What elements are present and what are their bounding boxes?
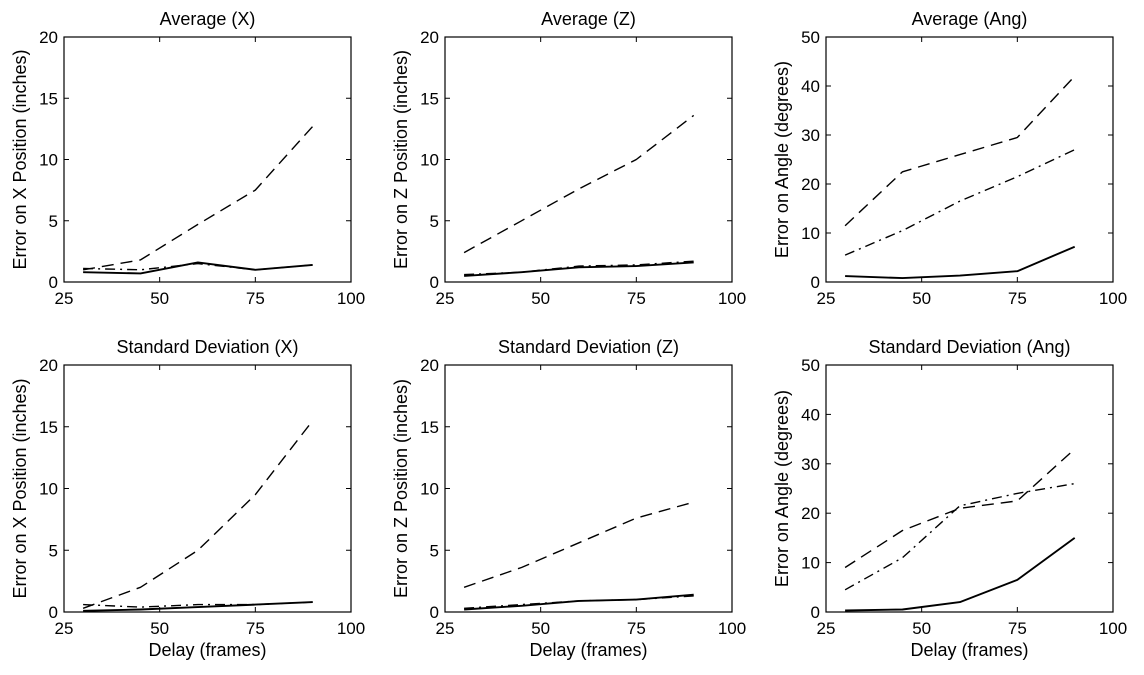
series-line-dashed [463, 114, 695, 254]
x-axis-label: Delay (frames) [910, 640, 1028, 660]
x-tick-label: 100 [718, 289, 746, 308]
x-tick-label: 50 [912, 289, 931, 308]
y-axis-label: Error on Z Position (inches) [391, 50, 411, 269]
chart-panel-3: 25 50 75 100 0 5 10 15 20 Standard Deviation (X) E… [10, 337, 365, 660]
y-tick-label: 0 [811, 273, 820, 292]
series-line-dashed [82, 420, 314, 609]
y-tick-label: 5 [430, 212, 439, 231]
y-tick-label: 20 [801, 504, 820, 523]
axes-frame [444, 36, 733, 283]
y-axis-label: Error on X Position (inches) [10, 49, 30, 269]
y-tick-label: 5 [49, 212, 58, 231]
y-tick-label: 15 [39, 89, 58, 108]
axes-frame [444, 364, 733, 613]
chart-panel-1: 25 50 75 100 0 5 10 15 20 Average (Z) Error on Z P… [391, 9, 746, 308]
x-tick-label: 50 [531, 289, 550, 308]
y-tick-label: 10 [801, 224, 820, 243]
x-axis-label: Delay (frames) [148, 640, 266, 660]
x-tick-label: 25 [817, 289, 836, 308]
series-line-dashed [844, 448, 1076, 569]
x-tick-label: 50 [150, 619, 169, 638]
y-tick-label: 0 [49, 273, 58, 292]
series-line-dashdot [83, 262, 313, 271]
y-tick-label: 10 [420, 480, 439, 499]
series-line-solid [83, 261, 313, 275]
series-line-dashed [463, 501, 694, 588]
y-tick-label: 20 [801, 175, 820, 194]
y-tick-label: 30 [801, 455, 820, 474]
x-tick-label: 50 [150, 289, 169, 308]
x-axis-label: Delay (frames) [529, 640, 647, 660]
x-tick-label: 25 [436, 619, 455, 638]
x-tick-label: 50 [912, 619, 931, 638]
y-tick-label: 10 [801, 554, 820, 573]
y-tick-label: 20 [39, 28, 58, 47]
series-line-dashed [82, 125, 314, 271]
y-tick-label: 15 [420, 89, 439, 108]
axes-frame [63, 364, 352, 613]
y-tick-label: 50 [801, 356, 820, 375]
y-tick-label: 10 [39, 151, 58, 170]
y-tick-label: 10 [39, 480, 58, 499]
series-line-solid [464, 593, 694, 611]
chart-title: Standard Deviation (Ang) [868, 337, 1070, 357]
y-axis-label: Error on Z Position (inches) [391, 379, 411, 598]
x-tick-label: 100 [337, 289, 365, 308]
chart-title: Standard Deviation (Z) [498, 337, 679, 357]
chart-panel-0: 25 50 75 100 0 5 10 15 20 Average (X) Error on X P… [10, 9, 365, 308]
chart-panel-5: 25 50 75 100 0 10 20 30 40 50 Standard Deviation (… [772, 337, 1127, 660]
y-tick-label: 5 [49, 541, 58, 560]
x-tick-label: 75 [1008, 619, 1027, 638]
y-tick-label: 20 [420, 28, 439, 47]
series-line-solid [845, 537, 1076, 612]
x-tick-label: 75 [627, 619, 646, 638]
x-tick-label: 100 [1099, 289, 1127, 308]
x-tick-label: 25 [55, 619, 74, 638]
series-line-solid [464, 261, 694, 277]
y-tick-label: 15 [39, 418, 58, 437]
axes-frame [825, 364, 1114, 613]
y-tick-label: 20 [420, 356, 439, 375]
x-tick-label: 100 [1099, 619, 1127, 638]
y-tick-label: 20 [39, 356, 58, 375]
x-tick-label: 25 [55, 289, 74, 308]
y-tick-label: 40 [801, 77, 820, 96]
x-tick-label: 25 [817, 619, 836, 638]
y-axis-label: Error on Angle (degrees) [772, 61, 792, 258]
x-tick-label: 100 [337, 619, 365, 638]
chart-title: Average (Z) [541, 9, 636, 29]
x-tick-label: 75 [1008, 289, 1027, 308]
y-tick-label: 5 [430, 541, 439, 560]
series-line-dashdot [844, 482, 1075, 591]
axes-frame [63, 36, 352, 283]
y-tick-label: 0 [430, 273, 439, 292]
x-tick-label: 50 [531, 619, 550, 638]
y-axis-label: Error on Angle (degrees) [772, 390, 792, 587]
y-axis-label: Error on X Position (inches) [10, 378, 30, 598]
chart-title: Standard Deviation (X) [116, 337, 298, 357]
y-tick-label: 40 [801, 405, 820, 424]
x-tick-label: 25 [436, 289, 455, 308]
chart-panel-4: 25 50 75 100 0 5 10 15 20 Standard Deviation (Z) E… [391, 337, 746, 660]
x-tick-label: 75 [246, 289, 265, 308]
x-tick-label: 75 [627, 289, 646, 308]
y-tick-label: 30 [801, 126, 820, 145]
axes-frame [825, 36, 1114, 283]
x-tick-label: 75 [246, 619, 265, 638]
y-tick-label: 0 [811, 603, 820, 622]
x-tick-label: 100 [718, 619, 746, 638]
y-tick-label: 0 [49, 603, 58, 622]
chart-panel-2: 25 50 75 100 0 10 20 30 40 50 Average (Ang) Error o… [772, 9, 1127, 308]
y-tick-label: 10 [420, 151, 439, 170]
y-tick-label: 0 [430, 603, 439, 622]
chart-title: Average (X) [160, 9, 256, 29]
y-tick-label: 15 [420, 418, 439, 437]
series-line-solid [83, 601, 313, 612]
chart-title: Average (Ang) [912, 9, 1028, 29]
series-line-dashed [844, 75, 1076, 227]
y-tick-label: 50 [801, 28, 820, 47]
series-line-solid [845, 245, 1076, 280]
series-line-dashdot [844, 149, 1075, 256]
